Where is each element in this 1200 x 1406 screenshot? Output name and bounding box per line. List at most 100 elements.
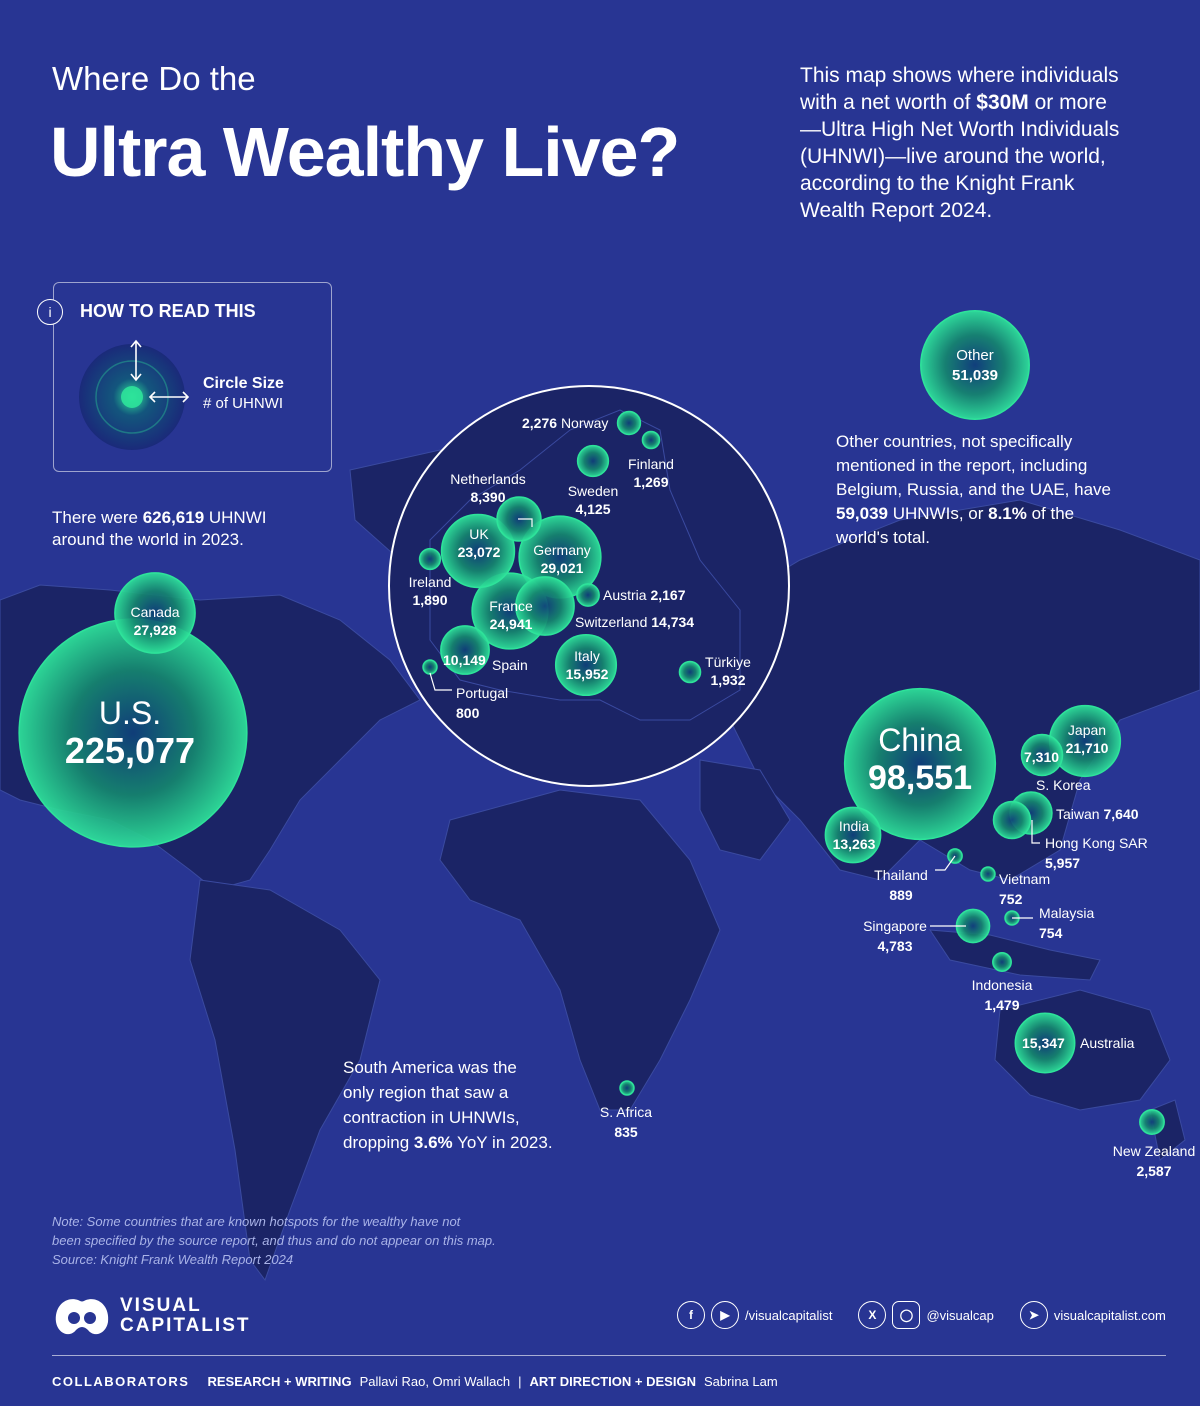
bubble-ireland [418, 547, 442, 571]
label-italy: Italy 15,952 [565, 648, 609, 682]
label-france: France 24,941 [489, 598, 533, 632]
total-line-1: There were 626,619 UHNWI [52, 508, 267, 527]
bubble-t-rkiye [678, 660, 702, 684]
bubble-portugal [422, 659, 438, 675]
label-uk: UK 23,072 [457, 526, 501, 560]
label-switzerland: Switzerland 14,734 [575, 614, 695, 630]
label-turkiye: Türkiye 1,932 [705, 654, 751, 688]
intro-line-2: with a net worth of $30M or more [800, 91, 1107, 114]
intro-text: This map shows where individuals with a … [800, 62, 1190, 224]
label-us: U.S. 225,077 [64, 695, 196, 771]
total-line-2: around the world in 2023. [52, 530, 244, 549]
youtube-icon[interactable]: ▶ [711, 1301, 739, 1329]
bubble-austria [576, 583, 600, 607]
label-spain-value: 10,149 [443, 652, 486, 668]
label-skorea-name: S. Korea [1036, 777, 1091, 793]
label-portugal: Portugal 800 [456, 685, 509, 721]
label-spain-name: Spain [492, 657, 528, 673]
leader-lines [429, 518, 1040, 927]
bubble-spain [440, 625, 490, 675]
south-america-land [189, 879, 381, 1282]
other-note: Other countries, not specifically mentio… [836, 432, 1111, 547]
how-to-read-title: HOW TO READ THIS [80, 301, 256, 321]
bubble-hong-kong-sar [992, 800, 1032, 840]
netherlands-leader [518, 518, 533, 527]
bubbles [18, 310, 1165, 1135]
label-ireland: Ireland 1,890 [408, 574, 452, 608]
bubble-new-zealand [1139, 1109, 1165, 1135]
label-austria: Austria 2,167 [603, 587, 686, 603]
info-icon: i [37, 299, 63, 325]
label-hongkong: Hong Kong SAR 5,957 [1045, 835, 1148, 871]
label-taiwan: Taiwan 7,640 [1056, 806, 1139, 822]
label-sweden: Sweden 4,125 [567, 483, 619, 517]
label-germany: Germany 29,021 [533, 542, 591, 576]
bubble-indonesia [992, 952, 1012, 972]
visual-capitalist-logo-icon [52, 1292, 112, 1342]
label-canada: Canada 27,928 [130, 604, 180, 638]
brand-name: VISUAL CAPITALIST [120, 1295, 251, 1336]
website-link[interactable]: visualcapitalist.com [1053, 1307, 1166, 1323]
label-skorea-value: 7,310 [1024, 749, 1060, 765]
intro-line-1: This map shows where individuals [800, 64, 1119, 87]
bubble-uk [440, 513, 516, 589]
label-finland: Finland 1,269 [628, 456, 674, 490]
label-singapore: Singapore 4,783 [863, 918, 927, 954]
intro-line-6: Wealth Report 2024. [800, 199, 993, 222]
social-links: f ▶ /visualcapitalist X ◯ @visualcap ➤ v… [677, 1301, 1166, 1329]
how-to-read-graphic [79, 339, 190, 450]
instagram-icon[interactable]: ◯ [892, 1301, 921, 1329]
collaborators: COLLABORATORS RESEARCH + WRITING Pallavi… [52, 1374, 778, 1389]
label-netherlands: Netherlands 8,390 [450, 471, 526, 505]
label-australia-value: 15,347 [1022, 1035, 1065, 1051]
intro-line-4: (UHNWI)—live around the world, [800, 145, 1106, 168]
bubble-vietnam [980, 866, 996, 882]
circle-size-sub: # of UHNWI [203, 395, 284, 412]
bubble-finland [641, 430, 661, 450]
page-title: Ultra Wealthy Live? [50, 113, 680, 191]
label-indonesia: Indonesia 1,479 [971, 977, 1033, 1013]
facebook-icon[interactable]: f [677, 1301, 705, 1329]
intro-line-3: —Ultra High Net Worth Individuals [800, 118, 1120, 141]
bubble-other [920, 310, 1030, 420]
footnotes: Note: Some countries that are known hots… [52, 1214, 496, 1267]
hong-kong-leader [1031, 820, 1040, 844]
title-small: Where Do the [52, 60, 256, 97]
social-handle-1[interactable]: /visualcapitalist [745, 1307, 833, 1323]
label-norway: 2,276 Norway [522, 415, 609, 431]
label-newzealand: New Zealand 2,587 [1112, 1143, 1196, 1179]
portugal-leader [429, 672, 452, 691]
cursor-icon[interactable]: ➤ [1019, 1301, 1048, 1329]
arabia-land [699, 759, 791, 861]
label-other: Other 51,039 [952, 347, 998, 384]
label-vietnam: Vietnam 752 [999, 871, 1051, 907]
thailand-leader [935, 855, 956, 871]
label-australia-name: Australia [1080, 1035, 1135, 1051]
bubble-norway [616, 410, 642, 436]
x-icon[interactable]: X [858, 1301, 887, 1329]
asia-land [699, 499, 1200, 881]
south-america-note: South America was the only region that s… [343, 1058, 553, 1152]
bubble-canada [114, 572, 196, 654]
bubble-switzerland [515, 576, 575, 636]
bubble-australia [1014, 1012, 1076, 1074]
bubble-italy [554, 633, 618, 697]
bubble-s-africa [619, 1080, 635, 1096]
circle-size-label: Circle Size [203, 375, 284, 392]
bubble-s-korea [1020, 733, 1064, 777]
label-malaysia: Malaysia 754 [1039, 905, 1095, 941]
label-safrica: S. Africa 835 [599, 1104, 653, 1140]
label-thailand: Thailand 889 [874, 867, 928, 903]
how-to-read-box [53, 282, 332, 472]
bubble-india [824, 806, 882, 864]
bubble-sweden [576, 444, 610, 478]
total-note: There were 626,619 UHNWI around the worl… [52, 507, 266, 551]
africa-land [439, 789, 721, 1111]
footer-divider [52, 1355, 1166, 1356]
label-china: China 98,551 [868, 722, 972, 797]
intro-line-5: according to the Knight Frank [800, 172, 1075, 195]
bubble-china [843, 687, 997, 841]
social-handle-2[interactable]: @visualcap [926, 1307, 994, 1323]
label-japan: Japan 21,710 [1065, 722, 1109, 756]
